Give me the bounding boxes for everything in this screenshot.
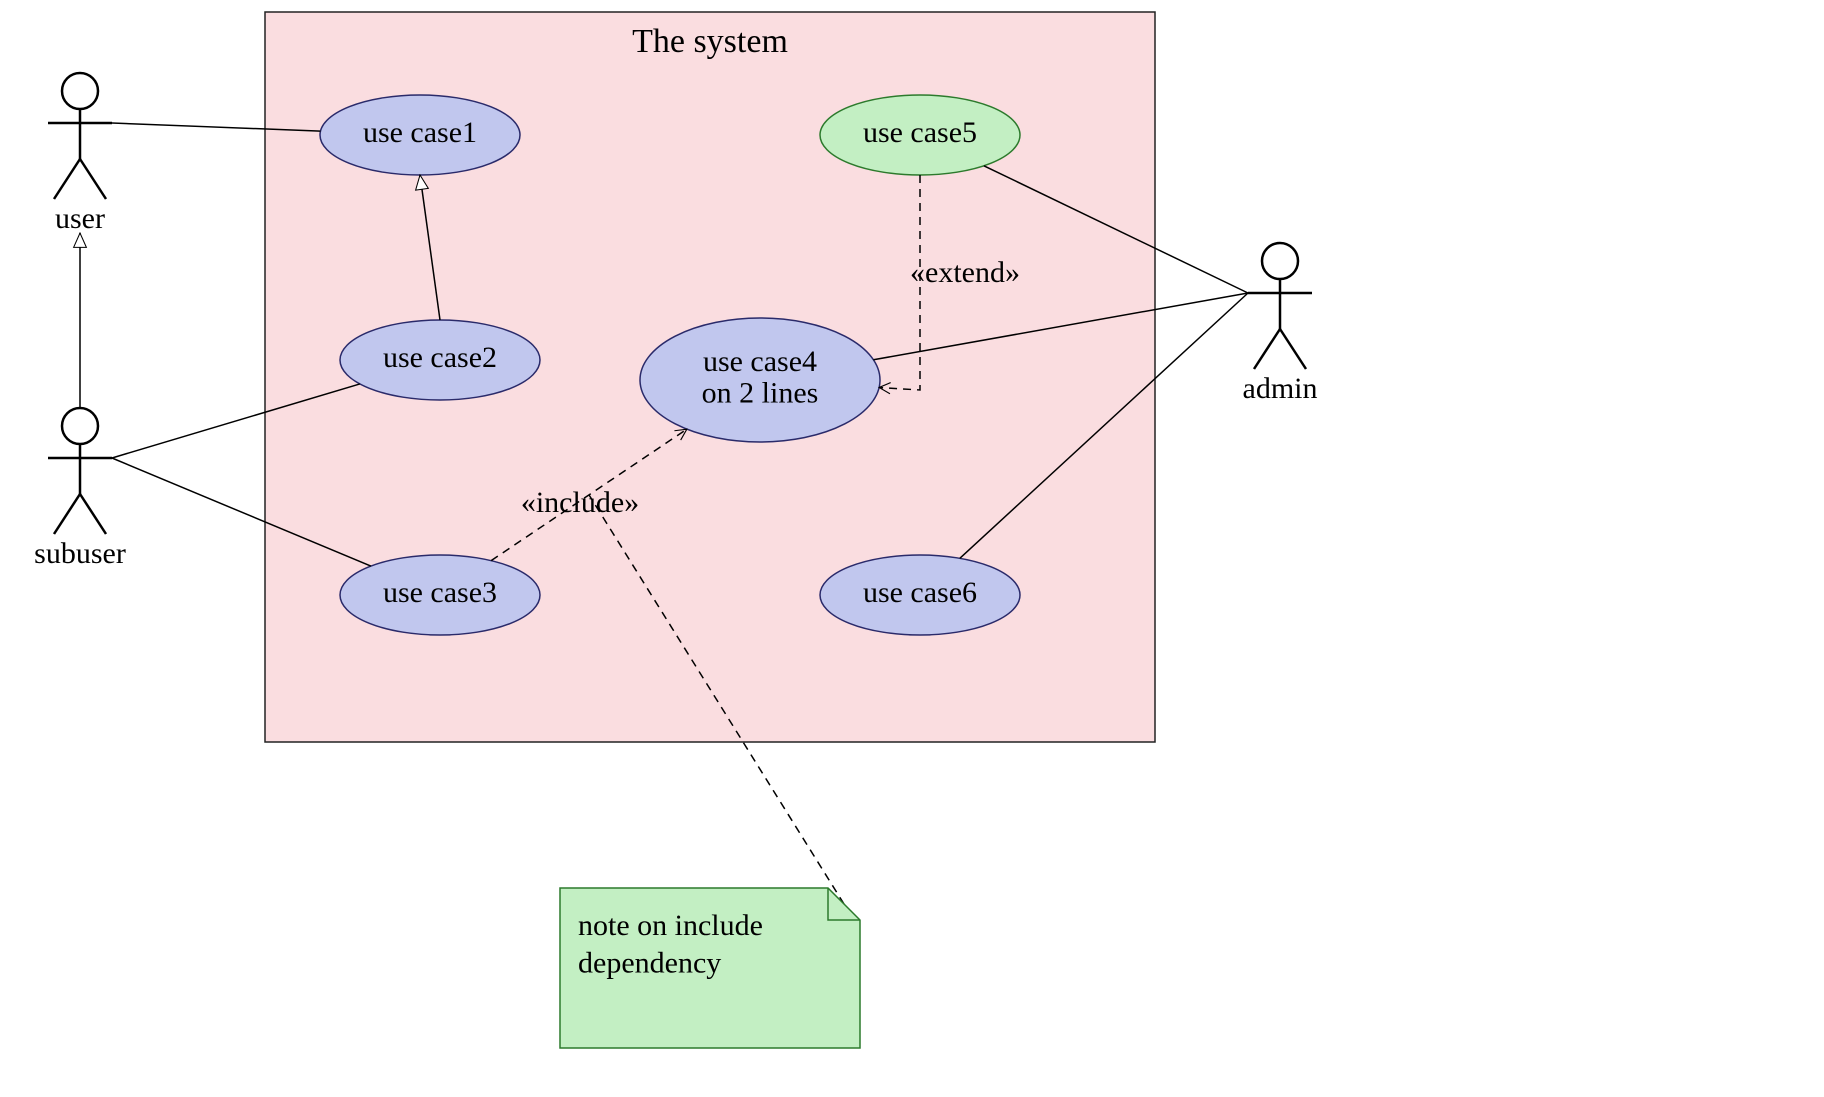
svg-text:use case3: use case3 bbox=[383, 576, 497, 609]
svg-text:use case1: use case1 bbox=[363, 116, 477, 149]
svg-text:use case5: use case5 bbox=[863, 116, 977, 149]
dep-label-incl: «include» bbox=[521, 486, 639, 519]
svg-text:subuser: subuser bbox=[34, 537, 126, 570]
uml-use-case-diagram: The system use case1 use case2 use case3 use… bbox=[0, 0, 1824, 1097]
actor-user: user bbox=[48, 73, 112, 235]
svg-text:admin: admin bbox=[1243, 372, 1318, 405]
system-title: The system bbox=[632, 23, 788, 60]
dep-label-ext: «extend» bbox=[910, 256, 1020, 289]
svg-text:use case4: use case4 bbox=[703, 345, 817, 378]
note-text-line: note on include bbox=[578, 909, 763, 942]
actor-subuser: subuser bbox=[34, 408, 126, 570]
svg-text:user: user bbox=[55, 202, 105, 235]
svg-text:use case2: use case2 bbox=[383, 341, 497, 374]
actor-admin: admin bbox=[1243, 243, 1318, 405]
svg-text:use case6: use case6 bbox=[863, 576, 977, 609]
svg-text:on 2 lines: on 2 lines bbox=[702, 377, 819, 410]
note-text-line: dependency bbox=[578, 946, 721, 979]
